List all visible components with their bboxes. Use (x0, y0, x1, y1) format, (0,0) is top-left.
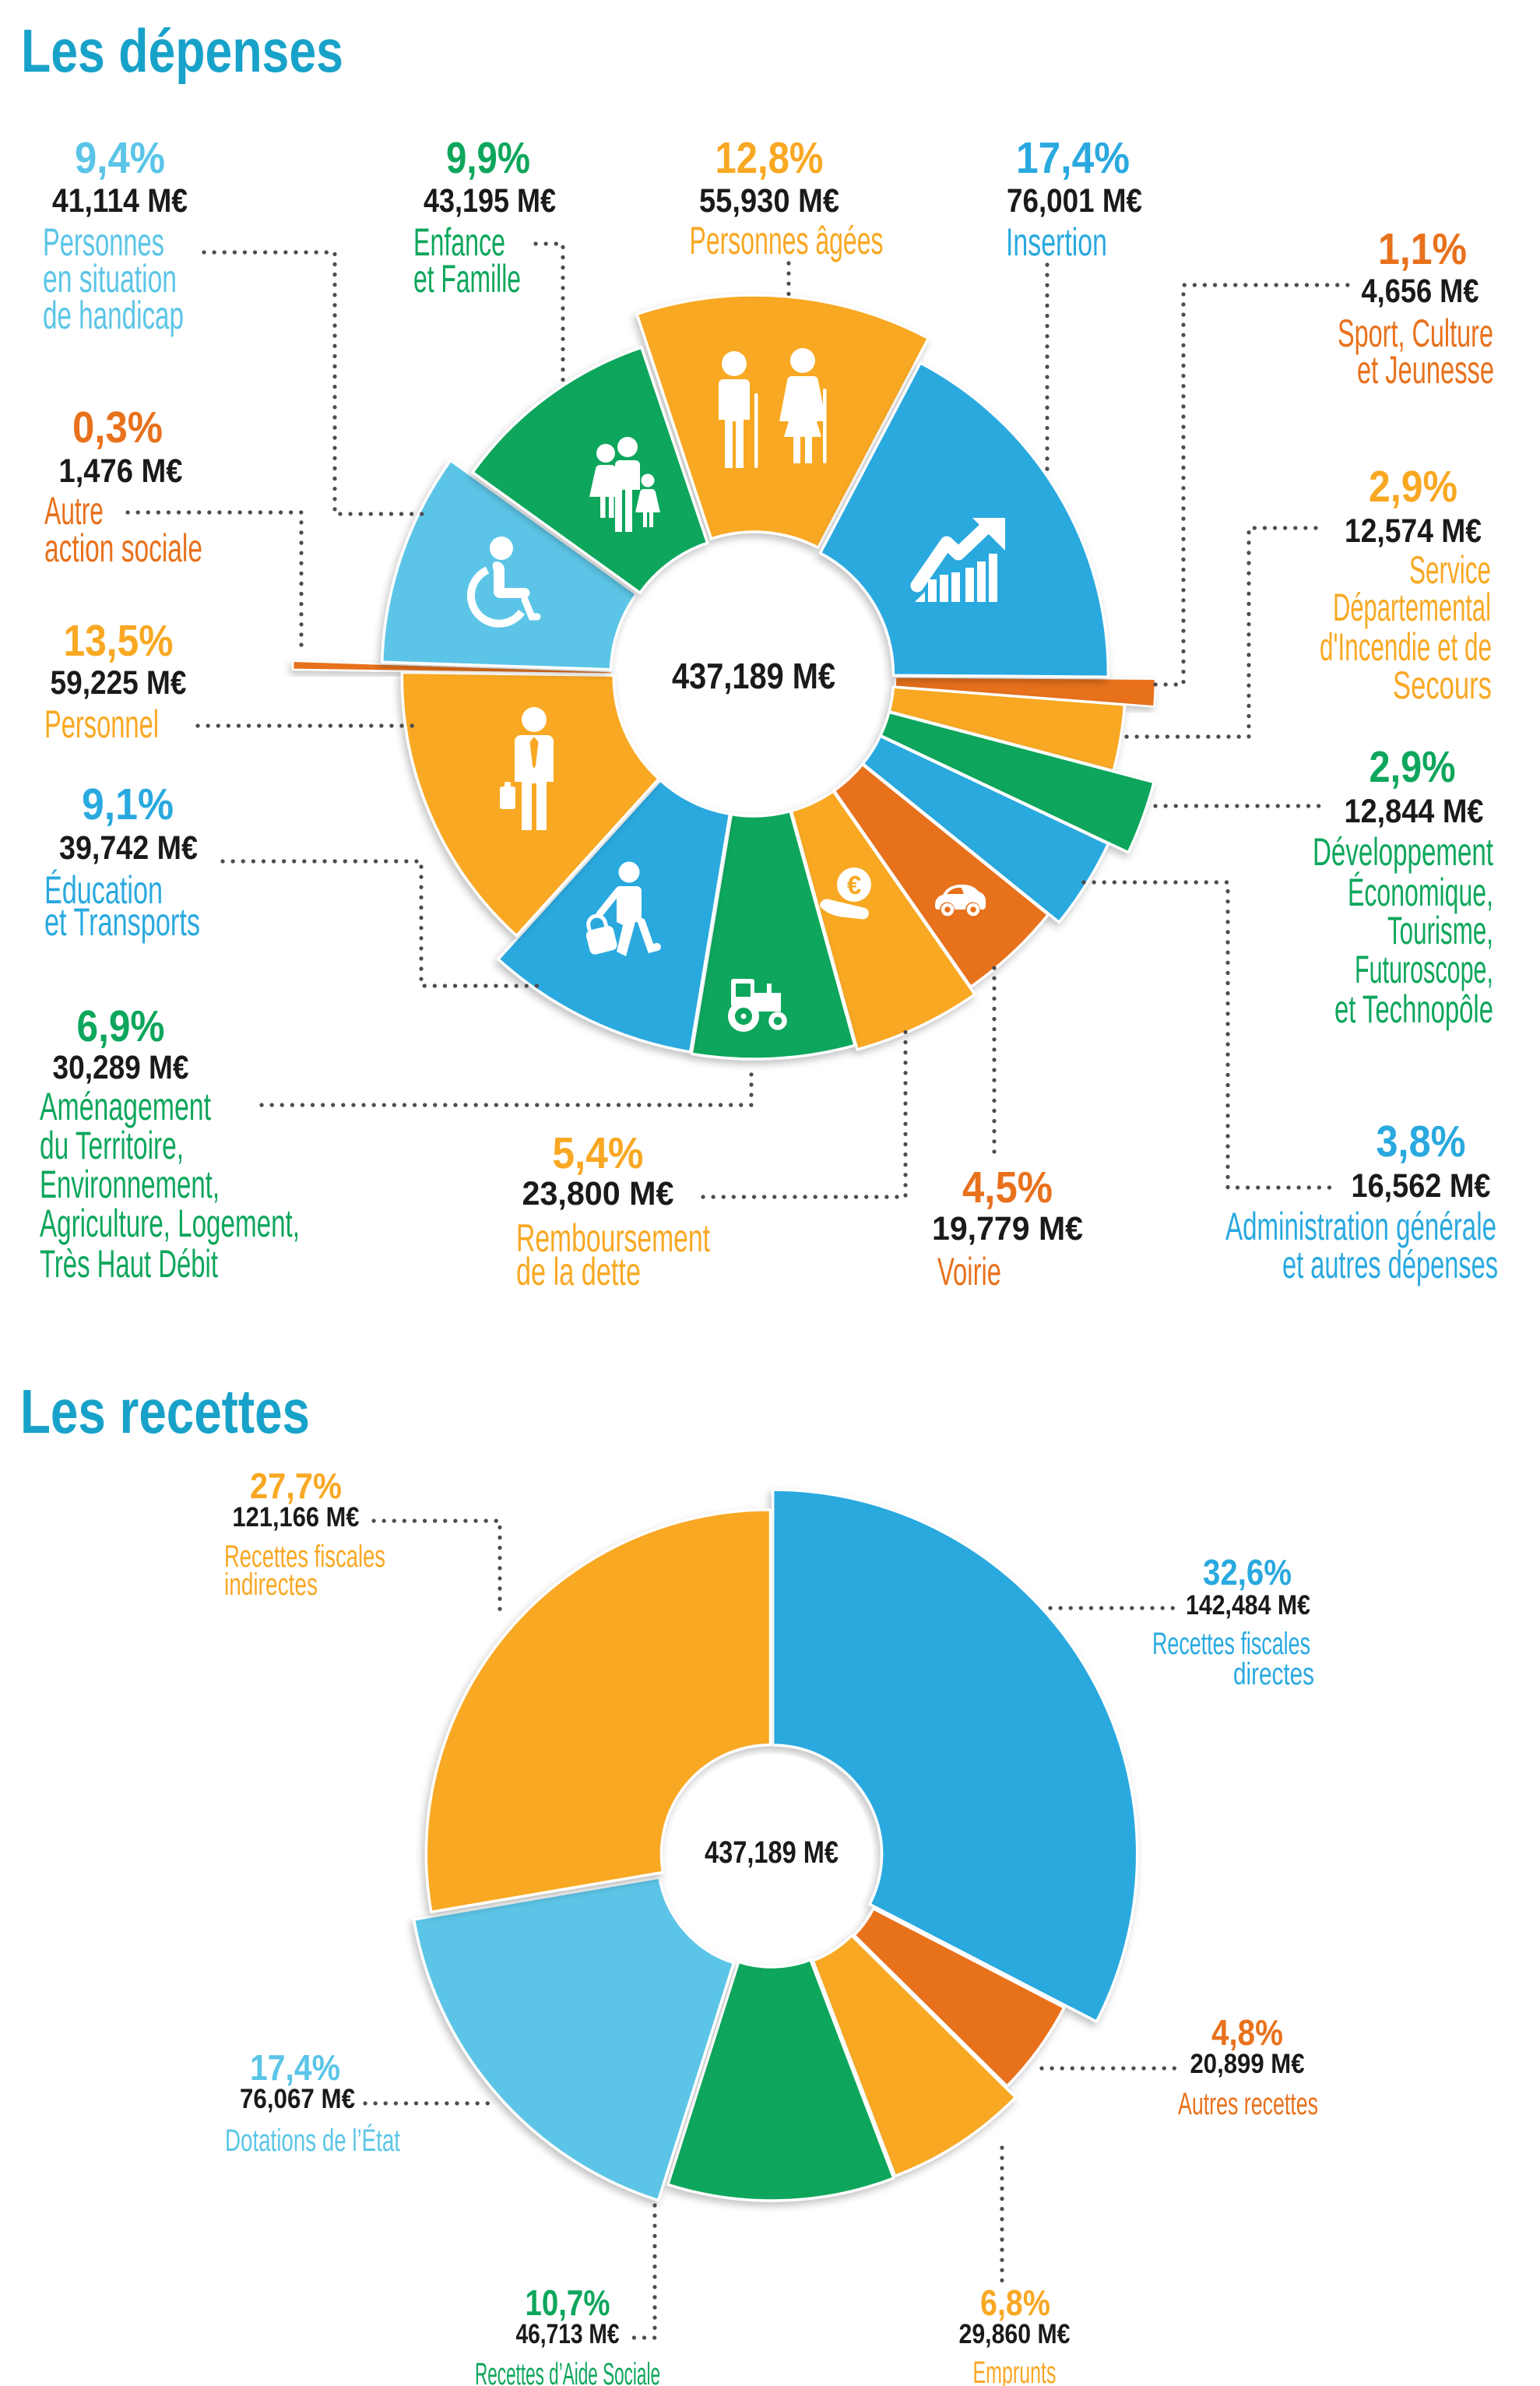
svg-text:23,800 M€: 23,800 M€ (522, 1175, 674, 1212)
svg-text:12,574 M€: 12,574 M€ (1345, 512, 1482, 550)
svg-text:Personnes âgées: Personnes âgées (690, 219, 884, 262)
svg-text:Emprunts: Emprunts (973, 2356, 1057, 2386)
svg-text:4,656 M€: 4,656 M€ (1362, 273, 1479, 310)
svg-text:6,8%: 6,8% (980, 2282, 1050, 2323)
svg-text:13,5%: 13,5% (64, 616, 174, 666)
svg-text:9,1%: 9,1% (82, 779, 174, 829)
svg-text:Les recettes: Les recettes (20, 1377, 310, 1446)
svg-text:437,189 M€: 437,189 M€ (705, 1835, 839, 1870)
svg-text:Les dépenses: Les dépenses (21, 16, 343, 85)
svg-text:5,4%: 5,4% (553, 1128, 644, 1178)
svg-text:directes: directes (1233, 1657, 1314, 1691)
svg-text:17,4%: 17,4% (1016, 133, 1130, 183)
svg-text:20,899 M€: 20,899 M€ (1190, 2049, 1305, 2079)
svg-text:16,562 M€: 16,562 M€ (1352, 1167, 1491, 1205)
svg-text:41,114 M€: 41,114 M€ (52, 182, 188, 220)
svg-text:en situation: en situation (43, 257, 177, 301)
svg-text:17,4%: 17,4% (250, 2047, 340, 2088)
svg-text:19,779 M€: 19,779 M€ (932, 1210, 1083, 1248)
svg-text:Départemental: Départemental (1333, 586, 1491, 629)
svg-text:121,166 M€: 121,166 M€ (233, 1502, 360, 1533)
svg-text:29,860 M€: 29,860 M€ (959, 2319, 1071, 2349)
svg-text:32,6%: 32,6% (1203, 1552, 1292, 1592)
svg-text:Personnes: Personnes (43, 220, 164, 264)
svg-text:4,8%: 4,8% (1211, 2012, 1283, 2053)
svg-text:4,5%: 4,5% (962, 1163, 1053, 1212)
svg-text:Très Haut Débit: Très Haut Débit (40, 1242, 218, 1286)
svg-text:76,001 M€: 76,001 M€ (1007, 182, 1142, 220)
svg-text:Insertion: Insertion (1006, 220, 1107, 264)
svg-text:Dotations de l’État: Dotations de l’État (225, 2123, 400, 2158)
svg-text:43,195 M€: 43,195 M€ (424, 182, 556, 220)
svg-text:de la dette: de la dette (516, 1250, 641, 1293)
svg-text:Futuroscope,: Futuroscope, (1355, 948, 1493, 991)
svg-text:et autres dépenses: et autres dépenses (1282, 1243, 1498, 1286)
svg-text:2,9%: 2,9% (1369, 462, 1457, 512)
svg-text:0,3%: 0,3% (72, 403, 163, 452)
svg-text:Autres recettes: Autres recettes (1178, 2087, 1318, 2121)
svg-text:2,9%: 2,9% (1369, 742, 1456, 792)
svg-text:9,9%: 9,9% (446, 133, 530, 183)
svg-text:Développement: Développement (1313, 830, 1493, 874)
svg-text:Agriculture, Logement,: Agriculture, Logement, (40, 1202, 300, 1245)
svg-text:et Famille: et Famille (413, 257, 521, 301)
svg-text:27,7%: 27,7% (250, 1466, 342, 1506)
svg-text:Service: Service (1409, 548, 1491, 592)
svg-text:Recettes fiscales: Recettes fiscales (224, 1540, 385, 1574)
svg-text:142,484 M€: 142,484 M€ (1186, 1590, 1310, 1621)
svg-text:Secours: Secours (1393, 663, 1492, 707)
svg-text:de handicap: de handicap (43, 294, 184, 337)
svg-text:Aménagement: Aménagement (40, 1085, 211, 1128)
svg-text:46,713 M€: 46,713 M€ (516, 2319, 620, 2349)
svg-text:Recettes fiscales: Recettes fiscales (1152, 1627, 1310, 1661)
svg-text:€: € (847, 871, 861, 899)
svg-text:Environnement,: Environnement, (40, 1163, 220, 1206)
svg-text:Enfance: Enfance (413, 220, 505, 264)
svg-text:Voirie: Voirie (937, 1250, 1001, 1293)
svg-text:Tourisme,: Tourisme, (1387, 909, 1493, 952)
svg-text:55,930 M€: 55,930 M€ (699, 182, 839, 220)
svg-text:Économique,: Économique, (1348, 871, 1493, 914)
svg-text:Sport, Culture: Sport, Culture (1338, 311, 1493, 355)
svg-text:Recettes d’Aide Sociale: Recettes d’Aide Sociale (475, 2357, 660, 2386)
svg-text:Remboursement: Remboursement (516, 1216, 710, 1260)
svg-text:1,476 M€: 1,476 M€ (59, 452, 183, 490)
svg-text:76,067 M€: 76,067 M€ (240, 2084, 355, 2114)
svg-text:Personnel: Personnel (44, 702, 159, 746)
svg-text:indirectes: indirectes (224, 1568, 318, 1602)
svg-text:Éducation: Éducation (44, 868, 163, 912)
svg-text:d'Incendie et de: d'Incendie et de (1320, 625, 1492, 669)
svg-text:1,1%: 1,1% (1378, 224, 1467, 274)
svg-text:9,4%: 9,4% (75, 133, 165, 183)
svg-text:et Jeunesse: et Jeunesse (1357, 348, 1494, 392)
svg-text:Administration générale: Administration générale (1225, 1205, 1496, 1248)
svg-text:du Territoire,: du Territoire, (40, 1124, 184, 1167)
svg-text:action sociale: action sociale (44, 526, 202, 570)
svg-text:10,7%: 10,7% (526, 2282, 610, 2323)
svg-text:12,844 M€: 12,844 M€ (1345, 793, 1484, 830)
svg-text:12,8%: 12,8% (716, 133, 824, 183)
svg-text:3,8%: 3,8% (1377, 1117, 1466, 1167)
svg-text:437,189 M€: 437,189 M€ (672, 656, 835, 696)
svg-text:et Transports: et Transports (44, 900, 200, 944)
svg-text:59,225 M€: 59,225 M€ (51, 664, 187, 702)
svg-text:30,289 M€: 30,289 M€ (53, 1049, 189, 1086)
svg-text:6,9%: 6,9% (77, 1001, 165, 1051)
svg-text:et Technopôle: et Technopôle (1334, 987, 1493, 1031)
svg-text:Autre: Autre (44, 489, 104, 533)
svg-text:39,742 M€: 39,742 M€ (59, 829, 198, 867)
